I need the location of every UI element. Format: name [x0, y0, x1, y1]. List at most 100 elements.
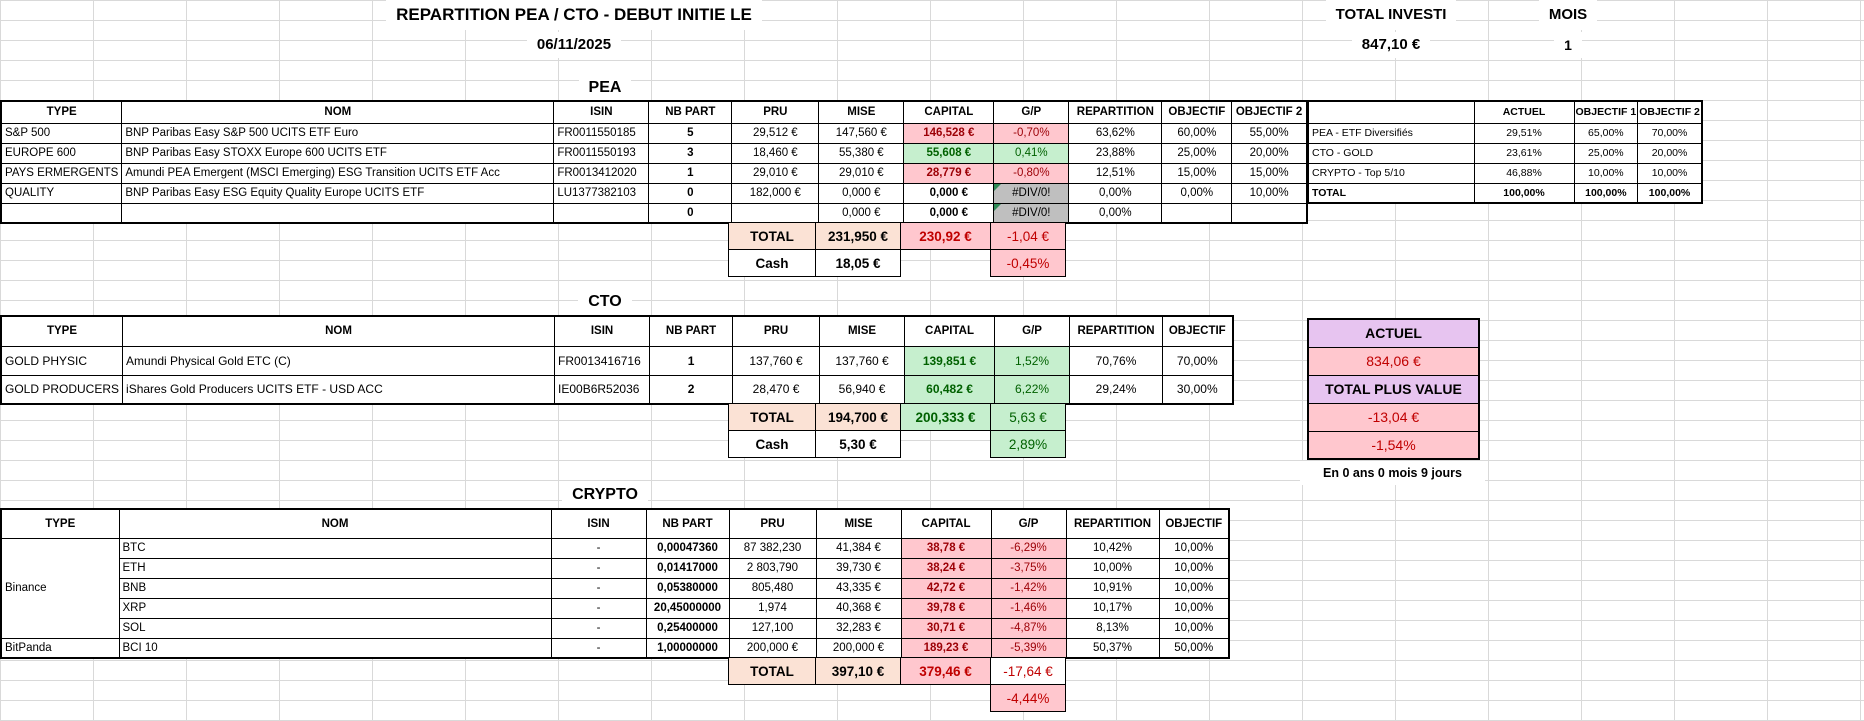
- col-header-nom[interactable]: NOM: [118, 508, 552, 539]
- cell-objectif[interactable]: 0,00%: [1161, 182, 1233, 204]
- cell-gp[interactable]: -1,42%: [990, 577, 1067, 599]
- cell-nb-part[interactable]: 5: [648, 122, 733, 144]
- cell-type[interactable]: GOLD PHYSIC: [0, 345, 124, 376]
- cell-objectif2[interactable]: [1231, 202, 1308, 224]
- cell-capital[interactable]: 28,779 €: [903, 162, 995, 184]
- cell-nb-part[interactable]: 0,05380000: [645, 577, 730, 599]
- col-header-nb-part[interactable]: NB PART: [645, 508, 730, 539]
- col-header-type[interactable]: TYPE: [0, 508, 120, 539]
- col-header-mise[interactable]: MISE: [819, 315, 906, 347]
- alloc-actuel[interactable]: 46,88%: [1473, 162, 1575, 184]
- cell-isin[interactable]: FR0011550193: [553, 142, 650, 164]
- alloc-total-obj2[interactable]: 100,00%: [1637, 182, 1703, 204]
- cell-capital[interactable]: 30,71 €: [900, 617, 992, 639]
- cell-capital[interactable]: 0,000 €: [903, 182, 995, 204]
- cell-objectif[interactable]: 50,00%: [1158, 637, 1230, 659]
- alloc-obj2[interactable]: 10,00%: [1637, 162, 1703, 184]
- cell-gp-error[interactable]: #DIV/0!: [993, 202, 1070, 224]
- cto-cash-label[interactable]: Cash: [728, 430, 816, 458]
- cell-nom[interactable]: BNB: [118, 577, 552, 599]
- crypto-total-capital[interactable]: 379,46 €: [900, 657, 991, 685]
- cell-nb-part[interactable]: 1: [648, 162, 733, 184]
- cell-type[interactable]: PAYS ERMERGENTS: [0, 162, 123, 184]
- col-header-capital[interactable]: CAPITAL: [900, 508, 992, 539]
- cell-objectif2[interactable]: 20,00%: [1231, 142, 1308, 164]
- pea-cash-gp[interactable]: -0,45%: [990, 249, 1066, 277]
- cell-nb-part[interactable]: 1: [649, 345, 734, 376]
- cell-gp[interactable]: -6,29%: [990, 537, 1067, 559]
- cell-mise[interactable]: 55,380 €: [818, 142, 905, 164]
- cell-repartition[interactable]: 10,00%: [1065, 557, 1160, 579]
- cell-mise[interactable]: 41,384 €: [815, 537, 902, 559]
- cell-capital[interactable]: 139,851 €: [904, 345, 996, 376]
- cell-isin[interactable]: FR0013412020: [553, 162, 650, 184]
- cell-mise[interactable]: 32,283 €: [815, 617, 902, 639]
- cell-gp[interactable]: 1,52%: [994, 345, 1071, 376]
- pea-total-capital[interactable]: 230,92 €: [900, 222, 991, 250]
- col-header-pru[interactable]: PRU: [732, 315, 821, 347]
- cell-pru[interactable]: 29,512 €: [731, 122, 820, 144]
- col-header-nb-part[interactable]: NB PART: [649, 315, 734, 347]
- cell-exchange-bitpanda[interactable]: BitPanda: [0, 637, 120, 659]
- cell-nb-part[interactable]: 0: [648, 182, 733, 204]
- cell-pru[interactable]: 28,470 €: [732, 374, 821, 405]
- cell-nom[interactable]: XRP: [118, 597, 552, 619]
- cell-pru[interactable]: 127,100: [728, 617, 817, 639]
- cell-nom[interactable]: iShares Gold Producers UCITS ETF - USD A…: [122, 374, 556, 405]
- alloc-obj2[interactable]: 20,00%: [1637, 142, 1703, 164]
- cell-nb-part[interactable]: 0: [648, 202, 733, 224]
- cell-capital[interactable]: 146,528 €: [903, 122, 995, 144]
- cell-mise[interactable]: 29,010 €: [818, 162, 905, 184]
- cell-nb-part[interactable]: 20,45000000: [645, 597, 730, 619]
- cell-nb-part[interactable]: 0,00047360: [645, 537, 730, 559]
- cell-gp[interactable]: 6,22%: [994, 374, 1071, 405]
- col-header-nb-part[interactable]: NB PART: [648, 100, 733, 124]
- alloc-label[interactable]: PEA - ETF Diversifiés: [1307, 122, 1475, 144]
- cell-nb-part[interactable]: 2: [649, 374, 734, 405]
- cell-objectif[interactable]: 10,00%: [1158, 617, 1230, 639]
- cell-type[interactable]: S&P 500: [0, 122, 123, 144]
- cell-isin[interactable]: FR0013416716: [554, 345, 651, 376]
- cell-nom[interactable]: BNP Paribas Easy S&P 500 UCITS ETF Euro: [121, 122, 555, 144]
- cell-isin[interactable]: -: [550, 557, 647, 579]
- cell-gp[interactable]: -4,87%: [990, 617, 1067, 639]
- cto-cash-value[interactable]: 5,30 €: [815, 430, 901, 458]
- cell-gp[interactable]: -3,75%: [990, 557, 1067, 579]
- cell-pru[interactable]: [731, 202, 820, 224]
- cell-capital[interactable]: 39,78 €: [900, 597, 992, 619]
- alloc-obj1[interactable]: 10,00%: [1573, 162, 1639, 184]
- pea-total-gp[interactable]: -1,04 €: [990, 222, 1066, 250]
- alloc-total-actuel[interactable]: 100,00%: [1473, 182, 1575, 204]
- cell-pru[interactable]: 18,460 €: [731, 142, 820, 164]
- alloc-total-obj1[interactable]: 100,00%: [1573, 182, 1639, 204]
- cell-repartition[interactable]: 10,91%: [1065, 577, 1160, 599]
- cto-total-gp[interactable]: 5,63 €: [990, 403, 1066, 431]
- alloc-obj2[interactable]: 70,00%: [1637, 122, 1703, 144]
- cell-repartition[interactable]: 0,00%: [1068, 202, 1163, 224]
- cell-capital[interactable]: 0,000 €: [903, 202, 995, 224]
- cell-repartition[interactable]: 12,51%: [1068, 162, 1163, 184]
- alloc-actuel[interactable]: 29,51%: [1473, 122, 1575, 144]
- cell-objectif[interactable]: 10,00%: [1158, 537, 1230, 559]
- cell-pru[interactable]: 2 803,790: [728, 557, 817, 579]
- cell-nom[interactable]: BNP Paribas Easy ESG Equity Quality Euro…: [121, 182, 555, 204]
- col-header-type[interactable]: TYPE: [0, 100, 123, 124]
- cell-pru[interactable]: 182,000 €: [731, 182, 820, 204]
- col-header-capital[interactable]: CAPITAL: [903, 100, 995, 124]
- cell-mise[interactable]: 0,000 €: [818, 182, 905, 204]
- cell-mise[interactable]: 56,940 €: [819, 374, 906, 405]
- summary-plus-value-label[interactable]: TOTAL PLUS VALUE: [1307, 374, 1480, 404]
- cell-capital[interactable]: 38,78 €: [900, 537, 992, 559]
- cell-objectif[interactable]: 10,00%: [1158, 557, 1230, 579]
- cell-isin[interactable]: -: [550, 637, 647, 659]
- cell-nom[interactable]: Amundi PEA Emergent (MSCI Emerging) ESG …: [121, 162, 555, 184]
- cell-repartition[interactable]: 70,76%: [1069, 345, 1164, 376]
- cell-pru[interactable]: 200,000 €: [728, 637, 817, 659]
- mois-value[interactable]: 1: [1512, 32, 1624, 58]
- col-header-gp[interactable]: G/P: [993, 100, 1070, 124]
- cell-nb-part[interactable]: 3: [648, 142, 733, 164]
- cell-gp[interactable]: -5,39%: [990, 637, 1067, 659]
- cto-total-capital[interactable]: 200,333 €: [900, 403, 991, 431]
- cell-gp[interactable]: -1,46%: [990, 597, 1067, 619]
- cell-pru[interactable]: 805,480: [728, 577, 817, 599]
